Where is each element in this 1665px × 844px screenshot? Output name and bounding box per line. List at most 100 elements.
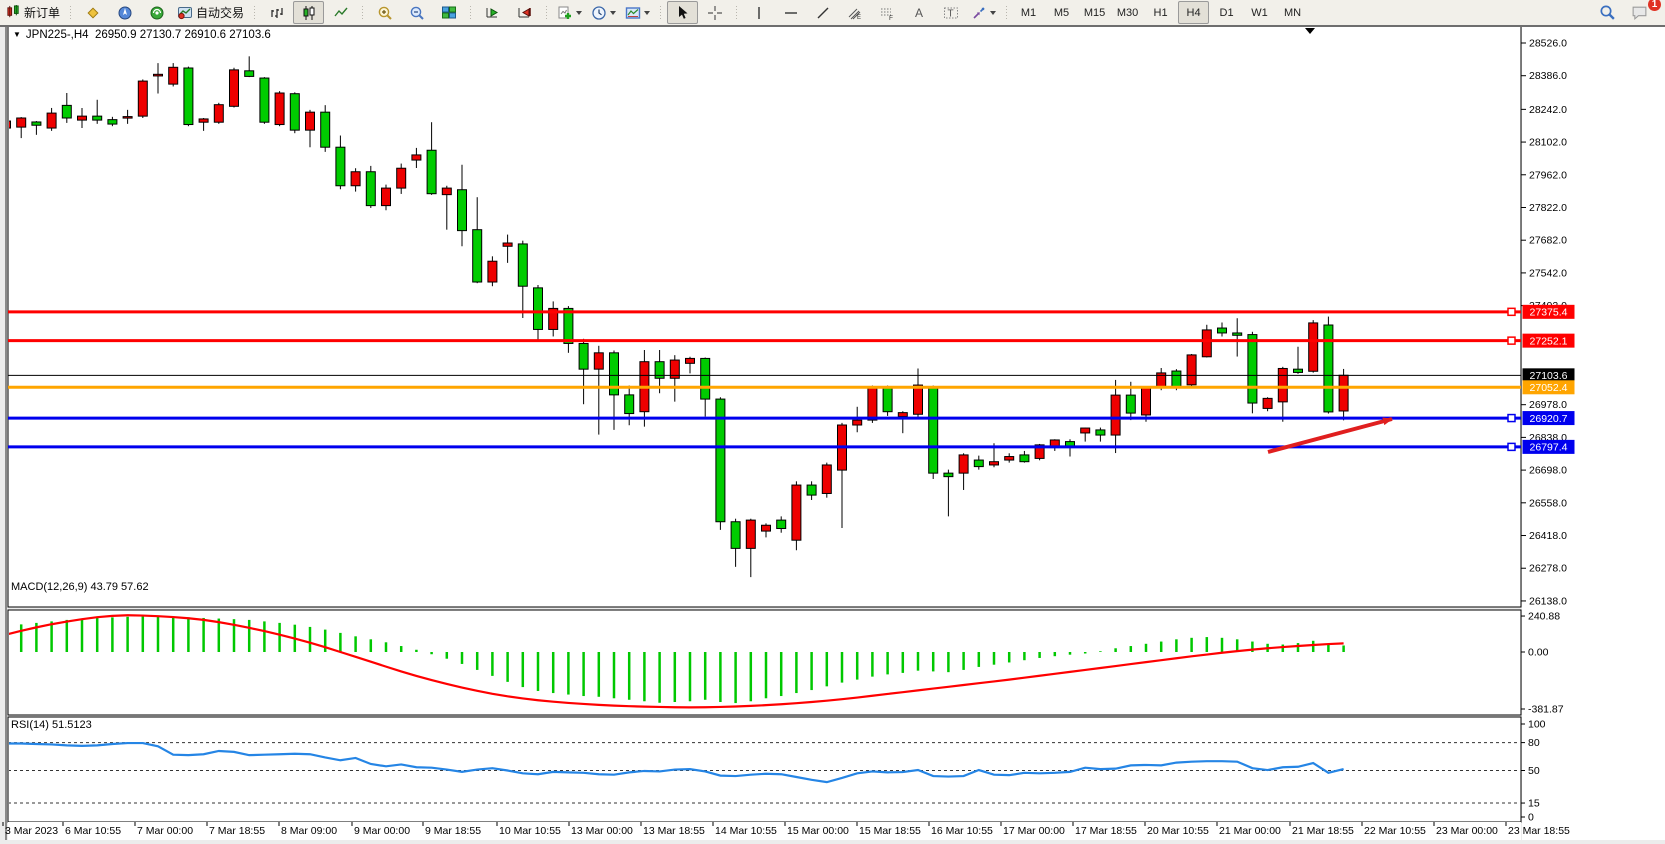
toolbar-separator <box>1003 2 1011 23</box>
time-axis-area <box>8 822 1521 840</box>
macd-panel[interactable] <box>7 609 1522 716</box>
clock-icon <box>592 5 606 20</box>
timeframe-W1[interactable]: W1 <box>1244 1 1275 24</box>
channel-button[interactable]: E <box>839 1 870 24</box>
autotrading-icon <box>178 6 193 19</box>
market-watch-button[interactable] <box>77 1 108 24</box>
shapes-caret-icon <box>990 11 997 18</box>
macd-layer <box>9 614 1345 709</box>
profile-next-button[interactable] <box>477 1 508 24</box>
macd-axis-ticks: 240.88 0.00 -381.87 <box>1521 611 1564 716</box>
svg-text:240.88: 240.88 <box>1528 611 1560 623</box>
period-button[interactable] <box>587 1 620 24</box>
toolbar-separator <box>543 2 551 23</box>
terminal-button[interactable] <box>141 1 172 24</box>
timeframe-label: W1 <box>1251 6 1268 19</box>
timeframe-D1[interactable]: D1 <box>1211 1 1242 24</box>
svg-text:0: 0 <box>1528 812 1534 824</box>
trendline-button[interactable] <box>807 1 838 24</box>
svg-text:27682.0: 27682.0 <box>1529 235 1567 247</box>
svg-text:28526.0: 28526.0 <box>1529 38 1567 50</box>
terminal-icon <box>150 6 164 19</box>
svg-text:E: E <box>857 15 861 21</box>
svg-text:7 Mar 18:55: 7 Mar 18:55 <box>209 825 265 837</box>
autotrading-button[interactable]: 自动交易 <box>173 1 248 24</box>
hline-27252.1[interactable]: 27252.1 <box>8 333 1575 348</box>
timeframe-M30[interactable]: M30 <box>1112 1 1143 24</box>
crosshair-icon <box>707 5 722 20</box>
svg-text:28386.0: 28386.0 <box>1529 70 1567 82</box>
shapes-arrows-icon <box>973 6 985 19</box>
horizontal-line-button[interactable] <box>775 1 806 24</box>
chart-line-button[interactable] <box>325 1 356 24</box>
toolbar-separator <box>67 2 75 23</box>
text-label-button[interactable]: T <box>935 1 966 24</box>
zoom-in-button[interactable] <box>369 1 400 24</box>
svg-text:9 Mar 18:55: 9 Mar 18:55 <box>425 825 481 837</box>
text-button[interactable]: A <box>903 1 934 24</box>
chat-button[interactable]: 1 <box>1624 0 1661 24</box>
svg-text:15 Mar 00:00: 15 Mar 00:00 <box>787 825 849 837</box>
timeframe-group: M1 M5 M15 M30 H1 H4 D1 W1 MN <box>1013 1 1308 24</box>
shapes-button[interactable] <box>967 1 1000 24</box>
cursor-button[interactable] <box>667 1 699 24</box>
timeframe-H1[interactable]: H1 <box>1145 1 1176 24</box>
chart-candles-button[interactable] <box>293 1 325 24</box>
hline-27103.6[interactable]: 27103.6 <box>8 368 1575 383</box>
price-panel[interactable] <box>7 25 1522 608</box>
chart-bars-button[interactable] <box>261 1 292 24</box>
hline-26920.7[interactable]: 26920.7 <box>8 411 1575 426</box>
hline-26797.4[interactable]: 26797.4 <box>8 439 1575 454</box>
zoom-out-button[interactable] <box>401 1 432 24</box>
chart-shift-marker[interactable] <box>1305 28 1315 34</box>
price-axis-area <box>1522 26 1665 840</box>
time-axis[interactable]: 3 Mar 2023 6 Mar 10:55 7 Mar 00:00 7 Mar 18… <box>2 822 1570 837</box>
svg-text:16 Mar 10:55: 16 Mar 10:55 <box>931 825 993 837</box>
timeframe-M1[interactable]: M1 <box>1013 1 1044 24</box>
timeframe-M5[interactable]: M5 <box>1046 1 1077 24</box>
timeframe-label: D1 <box>1219 6 1234 19</box>
timeframe-H4[interactable]: H4 <box>1178 1 1210 24</box>
fibonacci-icon: F <box>880 8 893 21</box>
svg-text:6 Mar 10:55: 6 Mar 10:55 <box>65 825 121 837</box>
tile-windows-button[interactable] <box>433 1 464 24</box>
vertical-line-icon <box>757 6 760 19</box>
fibonacci-button[interactable]: F <box>871 1 902 24</box>
timeframe-label: M5 <box>1053 6 1070 19</box>
hline-27052.4[interactable]: 27052.4 <box>8 380 1575 395</box>
line-chart-icon <box>333 7 348 16</box>
tile-windows-icon <box>441 6 456 18</box>
timeframe-label: M15 <box>1083 6 1106 19</box>
timeframe-M15[interactable]: M15 <box>1079 1 1110 24</box>
crosshair-button[interactable] <box>699 1 730 24</box>
channel-icon: E <box>848 8 861 21</box>
toolbar: 新订单 自动交易 <box>0 0 1665 25</box>
timeframe-label: H1 <box>1153 6 1168 19</box>
chart-symbol: JPN225-,H4 <box>25 29 89 41</box>
svg-text:A: A <box>915 6 923 20</box>
new-chart-button[interactable] <box>553 1 586 24</box>
arrow-annotation[interactable] <box>1267 417 1393 454</box>
new-order-button[interactable]: 新订单 <box>2 1 64 24</box>
profile-prev-button[interactable] <box>509 1 540 24</box>
svg-text:27375.4: 27375.4 <box>1530 307 1568 319</box>
svg-text:50: 50 <box>1528 765 1540 777</box>
vertical-line-button[interactable] <box>743 1 774 24</box>
new-chart-icon <box>558 6 572 19</box>
template-button[interactable] <box>621 1 654 24</box>
svg-text:17 Mar 18:55: 17 Mar 18:55 <box>1075 825 1137 837</box>
svg-text:26418.0: 26418.0 <box>1529 530 1567 542</box>
horizontal-line-icon <box>784 11 797 14</box>
navigator-button[interactable] <box>109 1 140 24</box>
hline-27375.4[interactable]: 27375.4 <box>8 304 1575 319</box>
symbol-dropdown-icon[interactable]: ▼ <box>13 30 21 39</box>
rsi-panel[interactable] <box>7 716 1522 823</box>
search-button[interactable] <box>1592 1 1623 24</box>
timeframe-MN[interactable]: MN <box>1277 1 1308 24</box>
zoom-out-icon <box>410 6 424 20</box>
svg-text:F: F <box>889 15 893 21</box>
svg-text:23 Mar 18:55: 23 Mar 18:55 <box>1508 825 1570 837</box>
new-order-icon <box>7 5 19 18</box>
